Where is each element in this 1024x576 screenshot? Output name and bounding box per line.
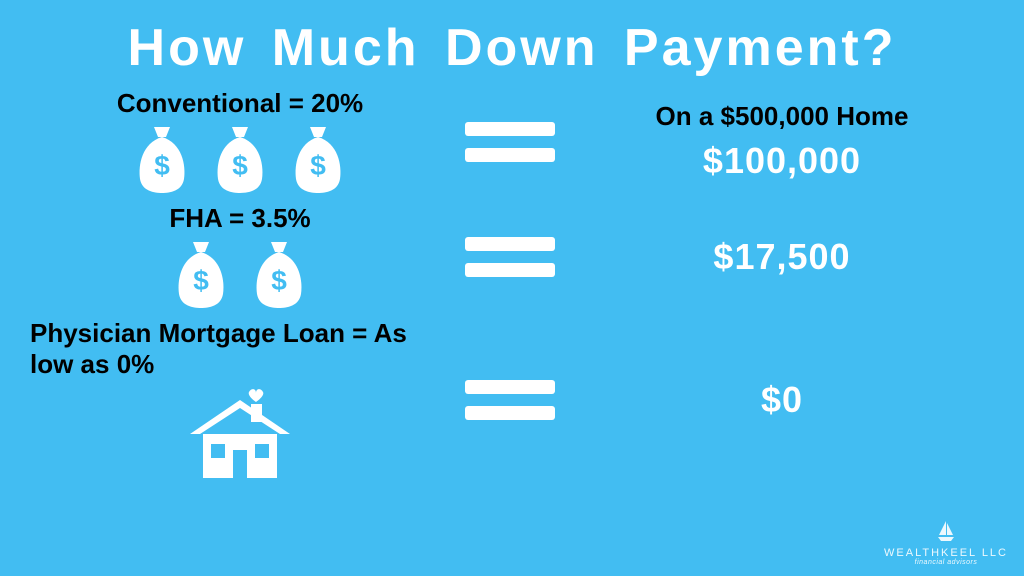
brand-name: WEALTHKEEL LLC <box>884 547 1008 559</box>
right-cell: $0 <box>570 379 994 421</box>
money-bag-icon: $ <box>288 125 348 195</box>
equals-icon <box>450 380 570 420</box>
icon-row: $ $ $ <box>132 125 348 195</box>
home-price-label: On a $500,000 Home <box>656 101 909 132</box>
left-cell: FHA = 3.5% $ $ <box>30 203 450 310</box>
icon-row <box>185 386 295 481</box>
page-title: How Much Down Payment? <box>0 0 1024 78</box>
equals-icon <box>450 122 570 162</box>
svg-text:$: $ <box>310 150 326 181</box>
svg-text:$: $ <box>232 150 248 181</box>
loan-label: Conventional = 20% <box>117 88 363 119</box>
svg-text:$: $ <box>193 265 209 296</box>
brand-logo: WEALTHKEEL LLC financial advisors <box>884 520 1008 566</box>
amount: $17,500 <box>713 236 850 278</box>
icon-row: $ $ <box>171 240 309 310</box>
money-bag-icon: $ <box>249 240 309 310</box>
row-physician: Physician Mortgage Loan = As low as 0% <box>30 318 994 481</box>
right-cell: On a $500,000 Home $100,000 <box>570 101 994 182</box>
equals-icon <box>450 237 570 277</box>
sailboat-icon <box>936 520 956 547</box>
amount: $0 <box>761 379 803 421</box>
row-conventional: Conventional = 20% $ $ <box>30 88 994 195</box>
svg-text:$: $ <box>154 150 170 181</box>
money-bag-icon: $ <box>171 240 231 310</box>
left-cell: Physician Mortgage Loan = As low as 0% <box>30 318 450 481</box>
brand-subtitle: financial advisors <box>915 559 978 566</box>
loan-label: FHA = 3.5% <box>169 203 310 234</box>
comparison-rows: Conventional = 20% $ $ <box>0 78 1024 489</box>
row-fha: FHA = 3.5% $ $ <box>30 203 994 310</box>
loan-label: Physician Mortgage Loan = As low as 0% <box>30 318 450 380</box>
money-bag-icon: $ <box>132 125 192 195</box>
svg-text:$: $ <box>271 265 287 296</box>
amount: $100,000 <box>703 140 861 182</box>
right-cell: $17,500 <box>570 236 994 278</box>
left-cell: Conventional = 20% $ $ <box>30 88 450 195</box>
money-bag-icon: $ <box>210 125 270 195</box>
house-icon <box>185 386 295 481</box>
